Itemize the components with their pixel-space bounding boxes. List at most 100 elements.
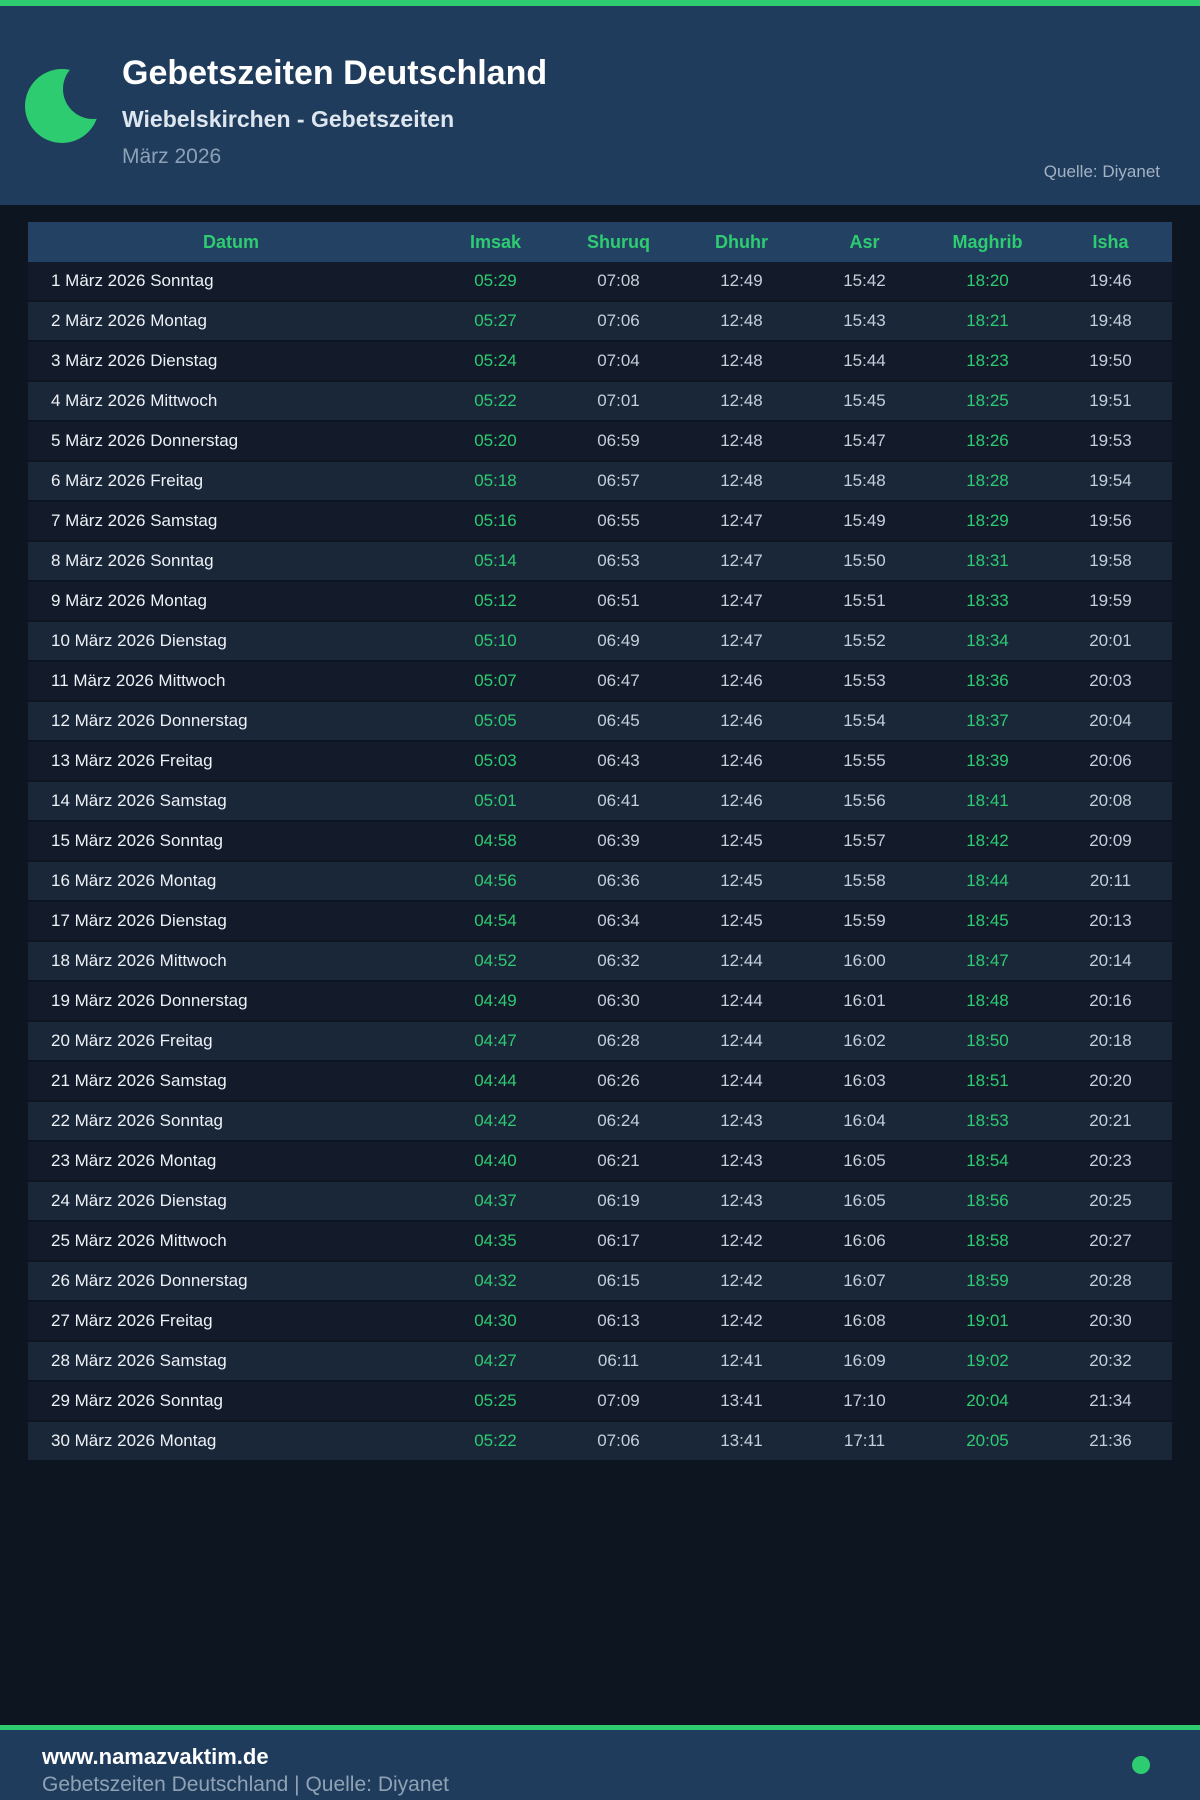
dhuhr-time-cell: 12:46 bbox=[680, 781, 803, 822]
isha-time-cell: 20:16 bbox=[1049, 981, 1172, 1022]
dhuhr-time-cell: 12:48 bbox=[680, 421, 803, 462]
maghrib-time-cell: 18:29 bbox=[926, 501, 1049, 542]
asr-time-cell: 15:53 bbox=[803, 661, 926, 702]
isha-time-cell: 20:04 bbox=[1049, 701, 1172, 742]
column-header-asr: Asr bbox=[803, 222, 926, 262]
shuruq-time-cell: 07:06 bbox=[557, 301, 680, 342]
date-cell: 9 März 2026 Montag bbox=[28, 581, 434, 622]
column-header-maghrib: Maghrib bbox=[926, 222, 1049, 262]
imsak-time-cell: 05:12 bbox=[434, 581, 557, 622]
isha-time-cell: 19:46 bbox=[1049, 262, 1172, 302]
table-row: 27 März 2026 Freitag 04:30 06:13 12:42 16:08… bbox=[28, 1301, 1172, 1342]
shuruq-time-cell: 06:21 bbox=[557, 1141, 680, 1182]
date-cell: 23 März 2026 Montag bbox=[28, 1141, 434, 1182]
isha-time-cell: 19:51 bbox=[1049, 381, 1172, 422]
asr-time-cell: 15:48 bbox=[803, 461, 926, 502]
dhuhr-time-cell: 12:47 bbox=[680, 621, 803, 662]
date-cell: 30 März 2026 Montag bbox=[28, 1421, 434, 1462]
asr-time-cell: 15:52 bbox=[803, 621, 926, 662]
maghrib-time-cell: 18:51 bbox=[926, 1061, 1049, 1102]
asr-time-cell: 15:43 bbox=[803, 301, 926, 342]
date-cell: 3 März 2026 Dienstag bbox=[28, 341, 434, 382]
maghrib-time-cell: 19:01 bbox=[926, 1301, 1049, 1342]
date-cell: 11 März 2026 Mittwoch bbox=[28, 661, 434, 702]
table-row: 29 März 2026 Sonntag 05:25 07:09 13:41 17:10… bbox=[28, 1381, 1172, 1422]
asr-time-cell: 15:47 bbox=[803, 421, 926, 462]
dhuhr-time-cell: 12:44 bbox=[680, 1021, 803, 1062]
shuruq-time-cell: 06:15 bbox=[557, 1261, 680, 1302]
date-cell: 19 März 2026 Donnerstag bbox=[28, 981, 434, 1022]
imsak-time-cell: 05:22 bbox=[434, 1421, 557, 1462]
crescent-moon-icon bbox=[25, 59, 125, 147]
asr-time-cell: 16:05 bbox=[803, 1141, 926, 1182]
dhuhr-time-cell: 12:42 bbox=[680, 1261, 803, 1302]
date-cell: 13 März 2026 Freitag bbox=[28, 741, 434, 782]
isha-time-cell: 20:13 bbox=[1049, 901, 1172, 942]
table-row: 2 März 2026 Montag 05:27 07:06 12:48 15:43 18… bbox=[28, 301, 1172, 342]
maghrib-time-cell: 18:50 bbox=[926, 1021, 1049, 1062]
asr-time-cell: 15:57 bbox=[803, 821, 926, 862]
imsak-time-cell: 05:27 bbox=[434, 301, 557, 342]
imsak-time-cell: 05:24 bbox=[434, 341, 557, 382]
table-body: 1 März 2026 Sonntag 05:29 07:08 12:49 15:42 1… bbox=[28, 262, 1172, 1462]
maghrib-time-cell: 18:54 bbox=[926, 1141, 1049, 1182]
isha-time-cell: 20:30 bbox=[1049, 1301, 1172, 1342]
isha-time-cell: 19:50 bbox=[1049, 341, 1172, 382]
asr-time-cell: 15:56 bbox=[803, 781, 926, 822]
dhuhr-time-cell: 13:41 bbox=[680, 1381, 803, 1422]
page-subtitle: Wiebelskirchen - Gebetszeiten bbox=[122, 105, 455, 132]
isha-time-cell: 20:03 bbox=[1049, 661, 1172, 702]
shuruq-time-cell: 06:43 bbox=[557, 741, 680, 782]
isha-time-cell: 19:56 bbox=[1049, 501, 1172, 542]
maghrib-time-cell: 18:20 bbox=[926, 262, 1049, 302]
page-title: Gebetszeiten Deutschland bbox=[122, 54, 548, 92]
dhuhr-time-cell: 12:45 bbox=[680, 901, 803, 942]
shuruq-time-cell: 06:45 bbox=[557, 701, 680, 742]
shuruq-time-cell: 06:26 bbox=[557, 1061, 680, 1102]
dhuhr-time-cell: 12:47 bbox=[680, 501, 803, 542]
asr-time-cell: 15:51 bbox=[803, 581, 926, 622]
isha-time-cell: 20:23 bbox=[1049, 1141, 1172, 1182]
shuruq-time-cell: 06:36 bbox=[557, 861, 680, 902]
maghrib-time-cell: 18:44 bbox=[926, 861, 1049, 902]
imsak-time-cell: 04:35 bbox=[434, 1221, 557, 1262]
imsak-time-cell: 04:42 bbox=[434, 1101, 557, 1142]
shuruq-time-cell: 07:01 bbox=[557, 381, 680, 422]
imsak-time-cell: 04:52 bbox=[434, 941, 557, 982]
dhuhr-time-cell: 12:41 bbox=[680, 1341, 803, 1382]
date-cell: 24 März 2026 Dienstag bbox=[28, 1181, 434, 1222]
maghrib-time-cell: 18:36 bbox=[926, 661, 1049, 702]
asr-time-cell: 16:09 bbox=[803, 1341, 926, 1382]
imsak-time-cell: 04:56 bbox=[434, 861, 557, 902]
table-header-row: Datum Imsak Shuruq Dhuhr Asr Maghrib Ish… bbox=[28, 222, 1172, 262]
asr-time-cell: 16:08 bbox=[803, 1301, 926, 1342]
shuruq-time-cell: 06:49 bbox=[557, 621, 680, 662]
table-row: 18 März 2026 Mittwoch 04:52 06:32 12:44 16:0… bbox=[28, 941, 1172, 982]
imsak-time-cell: 04:44 bbox=[434, 1061, 557, 1102]
isha-time-cell: 20:21 bbox=[1049, 1101, 1172, 1142]
dhuhr-time-cell: 12:43 bbox=[680, 1141, 803, 1182]
table-row: 20 März 2026 Freitag 04:47 06:28 12:44 16:02… bbox=[28, 1021, 1172, 1062]
date-cell: 26 März 2026 Donnerstag bbox=[28, 1261, 434, 1302]
shuruq-time-cell: 06:34 bbox=[557, 901, 680, 942]
table-row: 21 März 2026 Samstag 04:44 06:26 12:44 16:03… bbox=[28, 1061, 1172, 1102]
dhuhr-time-cell: 12:46 bbox=[680, 701, 803, 742]
shuruq-time-cell: 07:09 bbox=[557, 1381, 680, 1422]
asr-time-cell: 15:45 bbox=[803, 381, 926, 422]
isha-time-cell: 20:32 bbox=[1049, 1341, 1172, 1382]
maghrib-time-cell: 18:41 bbox=[926, 781, 1049, 822]
table-row: 11 März 2026 Mittwoch 05:07 06:47 12:46 15:5… bbox=[28, 661, 1172, 702]
column-header-datum: Datum bbox=[28, 222, 434, 262]
imsak-time-cell: 05:10 bbox=[434, 621, 557, 662]
footer-tagline: Gebetszeiten Deutschland | Quelle: Diyan… bbox=[42, 1773, 450, 1797]
imsak-time-cell: 05:20 bbox=[434, 421, 557, 462]
shuruq-time-cell: 06:39 bbox=[557, 821, 680, 862]
date-cell: 17 März 2026 Dienstag bbox=[28, 901, 434, 942]
dhuhr-time-cell: 12:43 bbox=[680, 1101, 803, 1142]
imsak-time-cell: 05:16 bbox=[434, 501, 557, 542]
table-row: 4 März 2026 Mittwoch 05:22 07:01 12:48 15:45… bbox=[28, 381, 1172, 422]
website-url: www.namazvaktim.de bbox=[42, 1744, 269, 1769]
table-row: 15 März 2026 Sonntag 04:58 06:39 12:45 15:57… bbox=[28, 821, 1172, 862]
imsak-time-cell: 04:54 bbox=[434, 901, 557, 942]
column-header-isha: Isha bbox=[1049, 222, 1172, 262]
